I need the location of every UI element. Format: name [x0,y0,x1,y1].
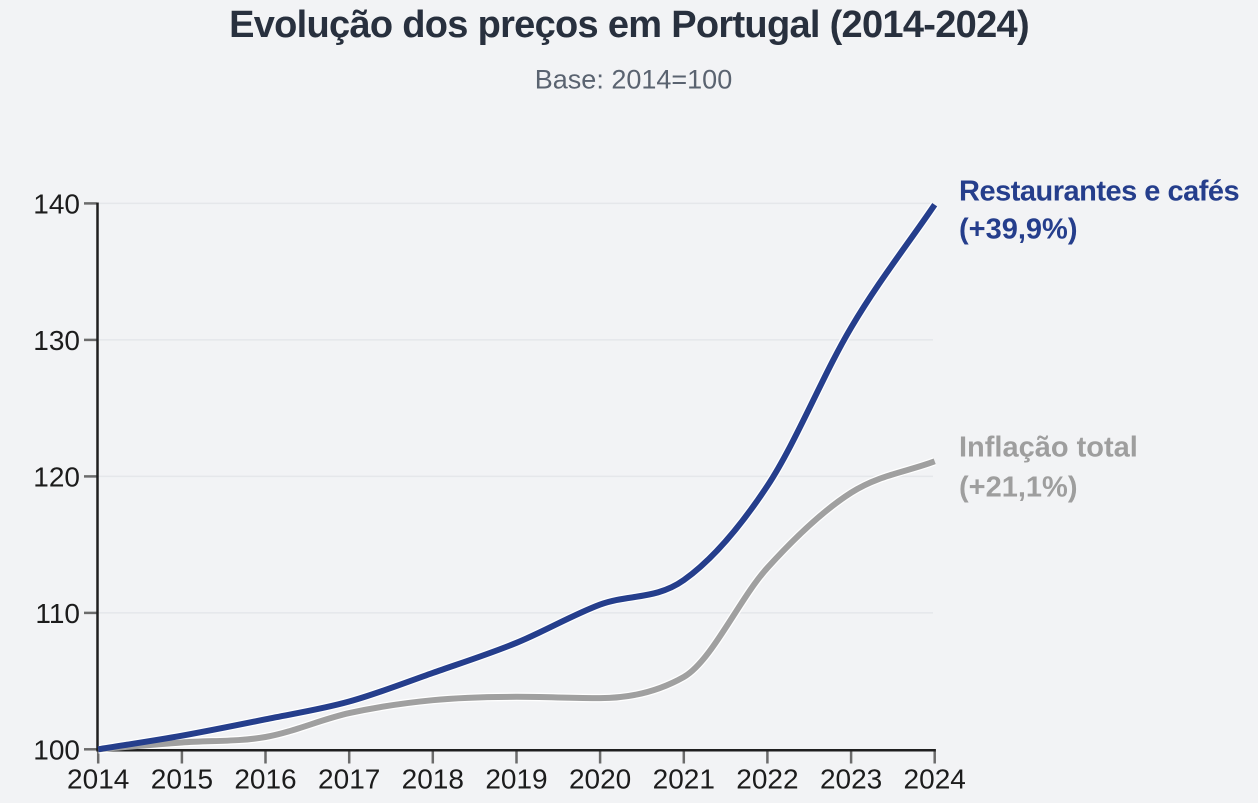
svg-text:100: 100 [33,735,80,766]
svg-text:2019: 2019 [485,764,547,795]
svg-text:2014: 2014 [67,764,129,795]
svg-text:Inflação total: Inflação total [959,432,1138,464]
svg-text:2024: 2024 [904,764,966,795]
svg-text:2015: 2015 [151,764,213,795]
svg-text:2018: 2018 [402,764,464,795]
svg-text:Evolução dos preços em Portuga: Evolução dos preços em Portugal (2014-20… [229,4,1029,46]
svg-text:2017: 2017 [318,764,380,795]
svg-text:140: 140 [33,189,80,220]
svg-text:(+21,1%): (+21,1%) [959,472,1077,504]
svg-text:130: 130 [33,325,80,356]
svg-text:2022: 2022 [736,764,798,795]
svg-text:2021: 2021 [653,764,715,795]
svg-text:110: 110 [35,598,80,629]
svg-text:Restaurantes e cafés: Restaurantes e cafés [959,175,1239,207]
svg-text:2023: 2023 [820,764,882,795]
svg-text:2020: 2020 [569,764,631,795]
svg-text:120: 120 [33,462,80,493]
svg-text:Base: 2014=100: Base: 2014=100 [535,64,732,94]
svg-text:2016: 2016 [234,764,296,795]
svg-text:(+39,9%): (+39,9%) [959,213,1077,245]
